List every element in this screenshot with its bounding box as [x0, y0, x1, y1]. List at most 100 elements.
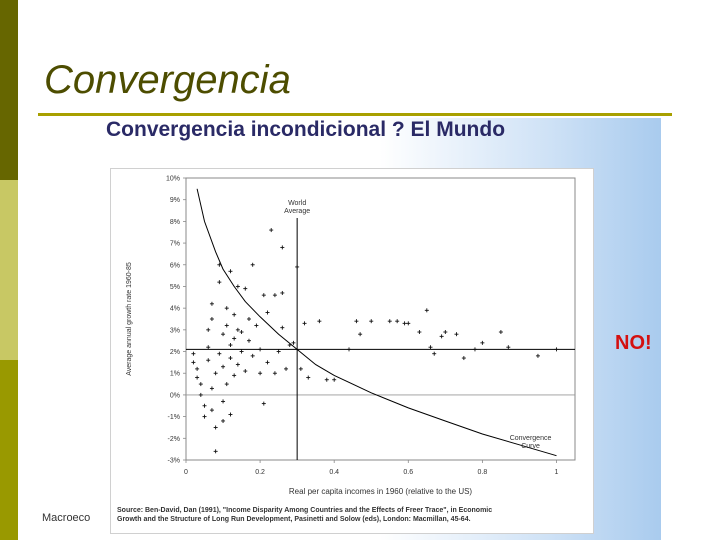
data-point [228, 412, 233, 417]
data-point [209, 301, 214, 306]
data-point [443, 330, 448, 335]
x-tick-labels: 0 0.2 0.4 0.6 0.8 1 [184, 460, 559, 476]
data-point [206, 358, 211, 363]
data-point [246, 317, 251, 321]
data-point [317, 319, 322, 324]
data-point [480, 340, 485, 345]
data-point [261, 293, 266, 298]
data-point [221, 399, 226, 404]
data-point [280, 325, 285, 330]
y-tick-label: 4% [170, 306, 180, 313]
data-point [258, 371, 263, 376]
data-point [354, 319, 359, 324]
data-point [235, 284, 240, 289]
data-point [195, 366, 200, 371]
data-point [506, 345, 511, 350]
y-axis-label: Average annual growth rate 1960-85 [126, 262, 133, 376]
y-tick-label: 6% [170, 262, 180, 269]
figure-title: Convergencia incondicional ? El Mundo [106, 118, 506, 141]
data-point [209, 317, 214, 321]
slide-title: Convergencia [44, 58, 291, 102]
data-point [202, 403, 207, 408]
data-point [213, 371, 218, 376]
data-point [209, 408, 214, 413]
data-point [261, 401, 266, 406]
data-point [213, 425, 218, 430]
sidebar-block-light [0, 180, 18, 360]
data-point [232, 336, 237, 341]
data-point [224, 382, 229, 387]
data-point [324, 377, 329, 382]
data-point [454, 332, 459, 337]
data-point [332, 377, 337, 382]
sidebar-stripe [0, 0, 18, 540]
data-point [428, 345, 433, 350]
data-point [209, 386, 214, 391]
data-point [232, 373, 237, 378]
data-point [191, 360, 196, 365]
x-tick-label: 0 [184, 469, 188, 476]
y-tick-labels: 10% 9% 8% 7% 6% 5% 4% 3% 2% 1% 0% -1% -2% -3% [166, 176, 186, 465]
y-tick-label: -1% [168, 414, 180, 421]
data-point [239, 330, 244, 335]
curve-label-line1: Convergence [510, 435, 552, 442]
footer-text: Macroeco [42, 512, 91, 524]
data-point [221, 364, 226, 369]
data-point [224, 323, 229, 328]
y-tick-label: 7% [170, 241, 180, 248]
data-point [258, 347, 263, 352]
data-point [280, 245, 285, 250]
data-point [195, 375, 200, 380]
x-tick-label: 0.2 [255, 469, 265, 476]
data-point [217, 280, 222, 285]
data-point [250, 353, 255, 358]
data-point [347, 347, 352, 352]
data-point [358, 332, 363, 337]
y-tick-label: -3% [168, 458, 180, 465]
data-point [221, 332, 226, 337]
data-point [302, 321, 307, 326]
data-point [269, 228, 274, 233]
plot-border [185, 177, 576, 461]
data-point [424, 308, 429, 313]
data-point [239, 349, 244, 354]
data-point [224, 306, 229, 311]
data-point [306, 375, 311, 380]
y-tick-label: 5% [170, 284, 180, 291]
data-point [243, 369, 248, 374]
world-average-label-line2: Average [284, 208, 310, 215]
data-point [298, 366, 303, 371]
y-tick-label: 0% [170, 392, 180, 399]
data-point [432, 351, 437, 356]
y-tick-label: 10% [166, 176, 180, 183]
x-tick-label: 0.8 [478, 469, 488, 476]
data-point [498, 330, 503, 335]
data-point [406, 321, 411, 326]
data-point [554, 347, 559, 352]
title-rule [38, 113, 672, 116]
source-note-line1: Source: Ben-David, Dan (1991), "Income D… [117, 507, 492, 514]
data-point [276, 349, 281, 354]
data-point [280, 290, 285, 295]
world-average-label-line1: World [288, 200, 306, 207]
data-point [291, 340, 296, 345]
data-point [461, 356, 466, 361]
data-point [243, 286, 248, 291]
y-tick-label: 9% [170, 197, 180, 204]
data-point [228, 356, 233, 361]
x-axis-label: Real per capita incomes in 1960 (relativ… [289, 487, 473, 496]
data-point [202, 414, 207, 419]
chart-frame [110, 168, 594, 534]
data-point [246, 338, 251, 343]
data-point [206, 327, 211, 332]
source-note-line2: Growth and the Structure of Long Run Dev… [117, 516, 471, 523]
data-point [395, 319, 400, 324]
data-point [198, 382, 203, 387]
y-tick-label: -2% [168, 436, 180, 443]
data-point [295, 264, 300, 269]
data-point [250, 262, 255, 267]
data-point [535, 353, 540, 358]
data-point [272, 293, 277, 298]
data-point [369, 319, 374, 324]
axes-layer [185, 177, 576, 461]
